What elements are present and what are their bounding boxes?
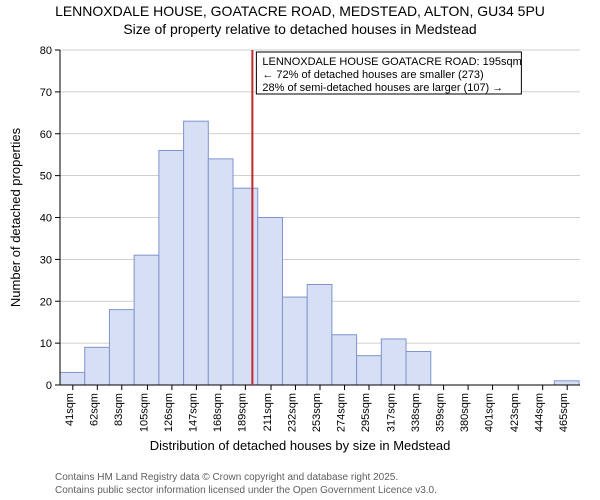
y-tick-label: 70 [40,87,52,99]
x-tick-label: 317sqm [386,393,398,432]
histogram-bar [208,159,233,385]
histogram-bar [381,339,406,385]
x-tick-label: 147sqm [187,393,199,432]
histogram-bar [332,335,357,385]
x-tick-label: 401sqm [484,393,496,432]
footer-line1: Contains HM Land Registry data © Crown c… [55,472,398,483]
x-tick-label: 189sqm [236,393,248,432]
footer-line2: Contains public sector information licen… [55,485,437,496]
y-tick-label: 0 [46,380,52,392]
x-tick-label: 338sqm [410,393,422,432]
histogram-bar [357,356,382,385]
y-tick-label: 50 [40,171,52,183]
annotation-box: LENNOXDALE HOUSE GOATACRE ROAD: 195sqm← … [256,52,521,94]
chart-title-line1: LENNOXDALE HOUSE, GOATACRE ROAD, MEDSTEA… [55,3,545,19]
histogram-chart: LENNOXDALE HOUSE, GOATACRE ROAD, MEDSTEA… [0,0,600,500]
histogram-bar [184,121,209,385]
histogram-bar [554,381,579,385]
histogram-bar [307,285,332,386]
chart-title-line2: Size of property relative to detached ho… [123,21,476,37]
histogram-bar [282,297,307,385]
plot-area: 0 10 20 30 40 50 60 70 80 41sqm 62sqm 83sqm 105sqm 12… [40,45,580,432]
y-tick-label: 30 [40,254,52,266]
x-tick-label: 211sqm [262,393,274,431]
annotation-line3: 28% of semi-detached houses are larger (… [262,82,503,94]
histogram-bar [134,255,159,385]
x-tick-label: 423sqm [509,393,521,432]
x-tick-label: 168sqm [212,393,224,432]
x-tick-label: 295sqm [360,393,372,432]
histogram-bar [406,352,431,386]
x-tick-label: 274sqm [335,393,347,432]
y-tick-label: 80 [40,45,52,57]
x-tick-label: 41sqm [64,393,76,426]
y-tick-label: 10 [40,338,52,350]
histogram-bar [109,310,134,385]
histogram-bar [159,151,184,386]
histogram-bar [233,188,258,385]
y-axis-label: Number of detached properties [8,127,23,307]
x-tick-label: 105sqm [138,393,150,432]
x-axis-label: Distribution of detached houses by size … [150,438,451,453]
x-tick-label: 253sqm [311,393,323,432]
histogram-bar [60,372,85,385]
histogram-bar [258,218,283,386]
x-tick-label: 126sqm [163,393,175,432]
y-tick-label: 20 [40,296,52,308]
x-tick-label: 465sqm [558,393,570,432]
y-tick-label: 40 [40,213,52,225]
x-tick-label: 83sqm [113,393,125,426]
y-tick-label: 60 [40,129,52,141]
annotation-line1: LENNOXDALE HOUSE GOATACRE ROAD: 195sqm [262,56,521,68]
x-tick-label: 359sqm [435,393,447,432]
histogram-bar [85,347,110,385]
annotation-line2: ← 72% of detached houses are smaller (27… [262,69,483,81]
x-tick-label: 232sqm [287,393,299,432]
x-tick-label: 380sqm [459,393,471,432]
x-tick-label: 62sqm [88,393,100,426]
x-tick-label: 444sqm [534,393,546,432]
